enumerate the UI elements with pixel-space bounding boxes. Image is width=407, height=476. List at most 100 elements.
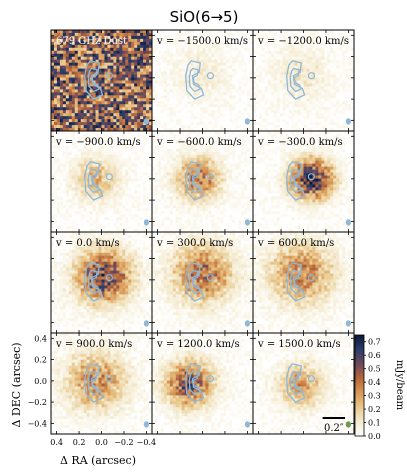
- pixel: [128, 166, 132, 170]
- pixel: [86, 35, 90, 40]
- pixel: [134, 35, 138, 40]
- pixel: [125, 50, 129, 55]
- pixel: [339, 89, 343, 93]
- pixel: [282, 89, 286, 93]
- pixel: [59, 83, 64, 87]
- pixel: [89, 38, 93, 43]
- pixel: [71, 220, 76, 224]
- pixel: [160, 59, 165, 63]
- pixel: [208, 133, 212, 138]
- pixel: [92, 199, 96, 203]
- pixel: [255, 89, 260, 93]
- pixel: [300, 89, 304, 93]
- pixel: [113, 181, 117, 185]
- pixel: [104, 148, 108, 153]
- pixel: [309, 89, 313, 93]
- pixel: [89, 68, 93, 72]
- pixel: [59, 119, 64, 123]
- pixel: [149, 190, 153, 194]
- pixel: [80, 71, 84, 75]
- pixel: [134, 136, 138, 141]
- pixel: [59, 110, 64, 114]
- pixel: [181, 122, 185, 126]
- pixel: [232, 44, 236, 49]
- pixel: [104, 187, 108, 191]
- pixel: [288, 38, 292, 43]
- pixel: [318, 107, 322, 111]
- pixel: [143, 226, 147, 230]
- pixel: [309, 62, 313, 66]
- pixel: [92, 50, 96, 55]
- pixel: [163, 119, 168, 123]
- pixel: [98, 104, 102, 108]
- pixel: [211, 32, 215, 37]
- pixel: [68, 77, 73, 81]
- pixel: [312, 83, 316, 87]
- pixel: [294, 80, 298, 84]
- pixel: [68, 205, 73, 209]
- pixel: [336, 122, 340, 126]
- pixel: [351, 74, 355, 78]
- pixel: [247, 41, 251, 46]
- pixel: [71, 202, 76, 206]
- pixel: [261, 104, 266, 108]
- pixel: [303, 56, 307, 61]
- pixel: [152, 32, 156, 37]
- pixel: [134, 50, 138, 55]
- pixel: [134, 190, 138, 194]
- pixel: [199, 59, 203, 63]
- pixel: [140, 190, 144, 194]
- pixel: [294, 68, 298, 72]
- pixel: [119, 113, 123, 117]
- pixel: [247, 92, 251, 96]
- pixel: [330, 92, 334, 96]
- pixel: [160, 131, 165, 135]
- pixel: [261, 53, 266, 58]
- pixel: [154, 38, 159, 43]
- pixel: [51, 98, 55, 102]
- pixel: [205, 92, 209, 96]
- pixel: [351, 113, 355, 117]
- pixel: [253, 65, 257, 69]
- pixel: [83, 217, 87, 221]
- pixel: [205, 56, 209, 61]
- pixel: [131, 223, 135, 227]
- pixel: [89, 56, 93, 61]
- pixel: [190, 62, 194, 66]
- pixel: [172, 74, 177, 78]
- pixel: [113, 128, 117, 132]
- pixel: [157, 89, 162, 93]
- pixel: [244, 95, 248, 99]
- pixel: [146, 163, 150, 167]
- pixel: [51, 101, 55, 105]
- pixel: [51, 38, 55, 43]
- pixel: [101, 86, 105, 90]
- pixel: [113, 119, 117, 123]
- pixel: [297, 116, 301, 120]
- pixel: [315, 44, 319, 49]
- pixel: [107, 148, 111, 153]
- pixel: [116, 98, 120, 102]
- pixel: [77, 151, 82, 156]
- pixel: [312, 104, 316, 108]
- pixel: [282, 62, 286, 66]
- pixel: [261, 83, 266, 87]
- pixel: [122, 116, 126, 120]
- pixel: [149, 160, 153, 164]
- pixel: [163, 113, 168, 117]
- pixel: [351, 86, 355, 90]
- pixel: [172, 145, 177, 150]
- pixel: [119, 226, 123, 230]
- pixel: [327, 92, 331, 96]
- pixel: [330, 68, 334, 72]
- pixel: [83, 214, 87, 218]
- pixel: [122, 211, 126, 215]
- pixel: [229, 65, 233, 69]
- pixel: [247, 30, 251, 34]
- pixel: [205, 38, 209, 43]
- pixel: [80, 169, 84, 173]
- pixel: [101, 122, 105, 126]
- pixel: [255, 30, 260, 34]
- pixel: [104, 86, 108, 90]
- pixel: [267, 65, 272, 69]
